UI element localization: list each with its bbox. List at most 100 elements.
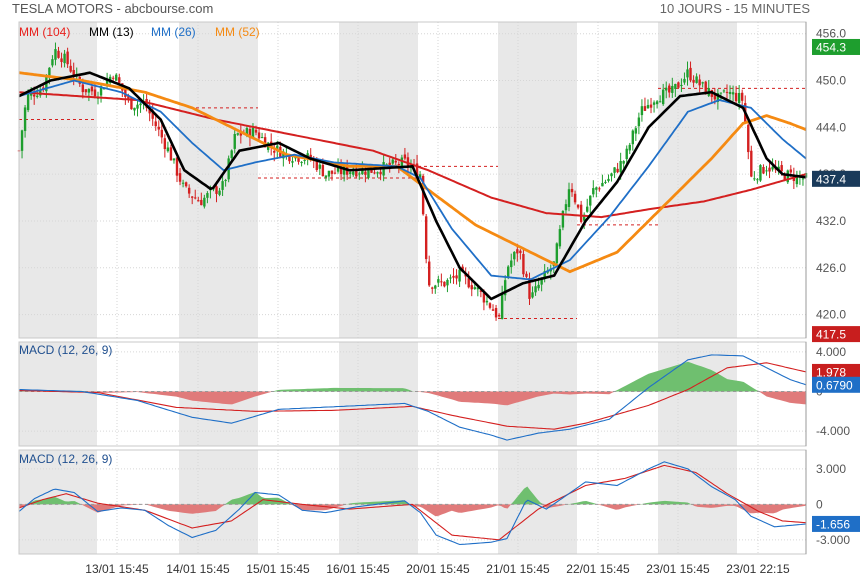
candle-body bbox=[166, 147, 170, 152]
macd-label-1: MACD (12, 26, 9) bbox=[19, 343, 112, 357]
session-shade bbox=[19, 342, 97, 446]
candle-body bbox=[476, 287, 480, 290]
candle-body bbox=[221, 181, 224, 190]
y-tick-label: 432.0 bbox=[816, 214, 846, 228]
candle-body bbox=[503, 280, 507, 296]
chart-title: TESLA MOTORS - abcbourse.com bbox=[12, 1, 213, 16]
candle-body bbox=[528, 278, 531, 299]
candle-body bbox=[157, 126, 160, 130]
candle-body bbox=[273, 150, 276, 153]
candle-body bbox=[747, 124, 750, 153]
candle-body bbox=[589, 195, 592, 206]
value-badge-label: 437.4 bbox=[816, 172, 846, 186]
candle-body bbox=[339, 167, 343, 175]
candle-body bbox=[616, 168, 619, 173]
value-badge-label: -1.656 bbox=[816, 517, 850, 531]
candle-body bbox=[449, 277, 452, 279]
candle-body bbox=[324, 175, 328, 178]
candle-body bbox=[531, 292, 534, 298]
candle-body bbox=[458, 269, 461, 282]
candle-body bbox=[424, 216, 428, 260]
y-tick-label: 420.0 bbox=[816, 308, 846, 322]
candle-body bbox=[276, 145, 279, 152]
candle-body bbox=[224, 180, 227, 182]
candle-body bbox=[613, 167, 616, 173]
candle-body bbox=[124, 89, 127, 97]
candle-body bbox=[130, 97, 133, 110]
candle-body bbox=[625, 148, 628, 160]
y-tick-label: -3.000 bbox=[816, 533, 850, 547]
candle-body bbox=[394, 160, 397, 163]
candle-body bbox=[260, 137, 264, 139]
candle-body bbox=[649, 104, 653, 108]
candle-body bbox=[725, 91, 729, 93]
candle-body bbox=[105, 80, 109, 87]
candle-body bbox=[479, 290, 483, 292]
session-shade bbox=[19, 22, 97, 338]
candle-body bbox=[84, 89, 88, 93]
candle-body bbox=[321, 164, 325, 177]
macd-histogram-negative bbox=[19, 391, 806, 406]
candle-body bbox=[36, 95, 39, 97]
candle-body bbox=[500, 292, 504, 319]
candle-body bbox=[388, 162, 391, 167]
candle-body bbox=[491, 309, 495, 311]
moving-average-52 bbox=[18, 71, 807, 274]
candle-body bbox=[750, 150, 753, 177]
candle-body bbox=[507, 266, 510, 278]
candle-body bbox=[622, 161, 625, 164]
candle-body bbox=[282, 151, 285, 159]
macd-panel-2 bbox=[18, 461, 807, 546]
value-badge-label: 0.6790 bbox=[816, 378, 853, 392]
y-tick-label: 426.0 bbox=[816, 261, 846, 275]
price-panel bbox=[17, 42, 808, 321]
y-tick-label: 4.000 bbox=[816, 345, 846, 359]
candle-body bbox=[361, 168, 364, 175]
session-shading bbox=[19, 22, 737, 554]
macd-histogram-positive bbox=[19, 361, 806, 392]
candle-body bbox=[118, 77, 121, 83]
candle-body bbox=[628, 144, 631, 151]
candle-body bbox=[318, 164, 322, 169]
candle-body bbox=[230, 150, 233, 158]
candle-body bbox=[598, 188, 601, 190]
y-tick-label: 456.0 bbox=[816, 27, 846, 41]
candle-body bbox=[254, 129, 258, 133]
macd-histogram-negative bbox=[19, 504, 806, 517]
candle-body bbox=[236, 133, 239, 135]
candle-body bbox=[516, 249, 519, 254]
candle-body bbox=[81, 84, 85, 93]
value-badge-label: 1.978 bbox=[816, 365, 846, 379]
candle-body bbox=[437, 279, 440, 283]
candle-body bbox=[48, 67, 51, 77]
candle-body bbox=[20, 130, 24, 151]
candle-body bbox=[215, 186, 218, 194]
candle-body bbox=[701, 82, 704, 84]
candle-body bbox=[473, 287, 476, 290]
value-badge bbox=[812, 376, 860, 393]
candle-body bbox=[218, 190, 221, 195]
moving-average-13 bbox=[18, 71, 807, 301]
candle-body bbox=[452, 275, 455, 278]
candle-body bbox=[291, 161, 294, 163]
candle-body bbox=[440, 281, 443, 283]
candle-body bbox=[789, 169, 793, 173]
candle-body bbox=[668, 85, 671, 93]
candle-body bbox=[93, 89, 97, 97]
candle-body bbox=[658, 101, 662, 103]
candle-body bbox=[69, 65, 72, 72]
candle-body bbox=[537, 284, 540, 289]
panel-frames bbox=[18, 21, 807, 555]
candle-body bbox=[364, 171, 367, 175]
candle-body bbox=[677, 82, 680, 88]
candle-body bbox=[759, 165, 762, 181]
candle-body bbox=[740, 92, 744, 101]
axis-labels: 456.0450.0444.0438.0432.0426.0420.04.000… bbox=[85, 27, 860, 576]
candle-body bbox=[753, 178, 756, 180]
candle-body bbox=[692, 79, 695, 83]
candle-body bbox=[206, 193, 209, 198]
candle-body bbox=[671, 85, 674, 93]
candle-body bbox=[297, 157, 300, 162]
candle-body bbox=[765, 170, 768, 172]
candle-body bbox=[771, 166, 774, 170]
